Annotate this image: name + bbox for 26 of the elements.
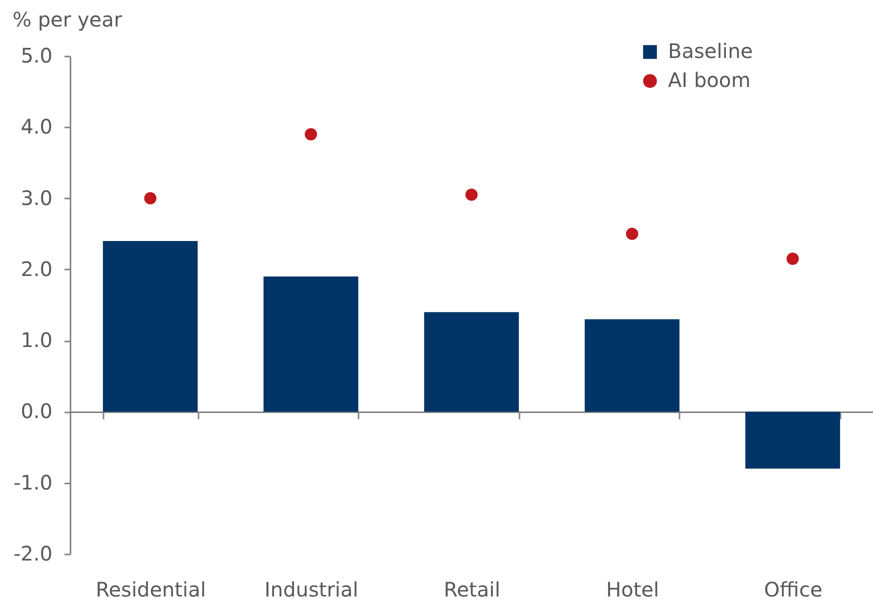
bar	[102, 240, 198, 412]
y-tick-label: 4.0	[20, 114, 52, 139]
point	[626, 228, 638, 240]
point	[304, 128, 318, 140]
bar	[584, 319, 680, 412]
x-tick-label: Office	[764, 578, 822, 602]
legend-label: AI boom	[668, 68, 751, 92]
y-tick-label: -2.0	[13, 542, 52, 566]
y-tick-label: 1.0	[20, 328, 52, 352]
y-tick-label: -1.0	[13, 470, 52, 494]
bar	[264, 276, 358, 412]
point	[144, 192, 156, 204]
y-tick-label: 5.0	[20, 44, 52, 68]
y-tick-label: 2.0	[20, 256, 52, 281]
y-tick-label: 0.0	[20, 399, 52, 424]
x-tick-label: Hotel	[606, 578, 660, 602]
y-axis-title: % per year	[12, 8, 123, 32]
point	[465, 188, 478, 201]
x-tick-label: Residential	[96, 578, 206, 602]
x-tick-label: Industrial	[264, 578, 358, 602]
y-tick-label: 3.0	[20, 186, 52, 210]
legend-label: Baseline	[668, 39, 753, 63]
bar	[745, 412, 840, 469]
x-tick-label: Retail	[444, 578, 500, 602]
bar	[424, 312, 519, 412]
point	[786, 252, 799, 265]
